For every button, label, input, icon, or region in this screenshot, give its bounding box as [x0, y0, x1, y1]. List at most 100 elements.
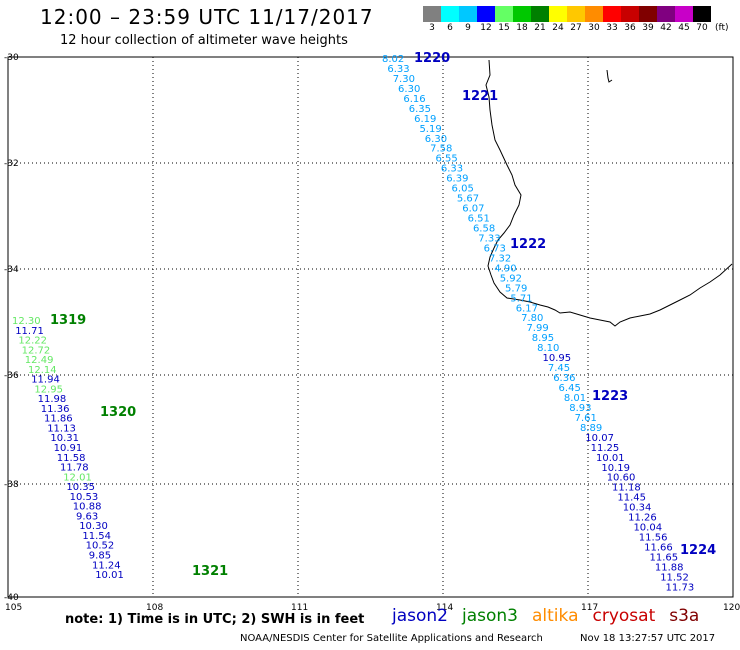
wave-height-value: 11.98: [38, 394, 67, 405]
color-scale-label: 42: [660, 23, 672, 33]
wave-height-value: 7.32: [489, 253, 511, 264]
color-scale-units: (ft): [715, 23, 729, 33]
color-scale-bar: [423, 6, 711, 22]
wave-height-value: 11.36: [41, 404, 70, 415]
color-scale-label: 9: [465, 23, 471, 33]
pass-number-label: 1221: [462, 89, 498, 104]
wave-height-value: 10.52: [86, 541, 115, 552]
latitude-label: -34: [4, 265, 19, 275]
wave-height-value: 12.14: [28, 365, 57, 376]
wave-height-value: 10.95: [543, 353, 572, 364]
wave-height-value: 12.72: [22, 345, 51, 356]
australia-coastline: [485, 59, 733, 327]
wave-height-value: 11.65: [650, 553, 679, 564]
wave-height-value: 11.18: [612, 483, 641, 494]
legend-s3a: s3a: [669, 606, 700, 626]
color-scale-swatch: [549, 6, 567, 22]
pass-number-label: 1319: [50, 313, 86, 328]
wave-height-value: 10.31: [50, 433, 79, 444]
wave-height-value: 10.60: [607, 473, 636, 484]
wave-height-value: 11.73: [666, 582, 695, 593]
wave-height-value: 11.54: [82, 531, 111, 542]
footer-note: note: 1) Time is in UTC; 2) SWH is in fe…: [65, 612, 365, 627]
wave-height-value: 10.35: [66, 482, 95, 493]
color-scale-label: 45: [678, 23, 690, 33]
wave-height-value: 11.25: [591, 443, 620, 454]
color-scale-label: 36: [624, 23, 636, 33]
color-scale-swatch: [513, 6, 531, 22]
legend-jason2: jason2: [392, 606, 448, 626]
wave-height-value: 10.19: [601, 463, 630, 474]
wave-height-value: 7.45: [548, 363, 570, 374]
wave-height-value: 11.45: [617, 493, 646, 504]
wave-height-value: 8.93: [569, 403, 591, 414]
wave-height-value: 10.07: [585, 433, 614, 444]
latitude-label: -40: [4, 593, 19, 603]
wave-height-value: 5.71: [510, 293, 532, 304]
color-scale-labels: 3 6 9 12 15 18 21 24 27 30 33 36 39 42 45 70: [423, 23, 711, 33]
altimeter-tracks: 8.026.337.306.306.166.356.195.196.307.58…: [12, 51, 716, 593]
wave-height-value: 7.33: [478, 233, 500, 244]
wave-height-value: 6.16: [403, 94, 425, 105]
wave-height-value: 6.39: [446, 174, 468, 185]
map-subtitle: 12 hour collection of altimeter wave hei…: [60, 33, 348, 48]
color-scale-label: 18: [516, 23, 528, 33]
map-border: [7, 56, 734, 598]
color-scale-swatch: [477, 6, 495, 22]
wave-height-value: 7.99: [526, 323, 548, 334]
wave-height-value: 10.91: [54, 443, 83, 454]
color-scale-swatch: [459, 6, 477, 22]
color-scale-swatch: [495, 6, 513, 22]
wave-height-value: 11.78: [60, 463, 89, 474]
wave-height-value: 11.52: [660, 572, 689, 583]
longitude-label: 111: [291, 603, 308, 613]
color-scale-label: 33: [606, 23, 618, 33]
legend-jason3: jason3: [462, 606, 518, 626]
longitude-label: 120: [723, 603, 740, 613]
wave-height-value: 6.51: [468, 214, 490, 225]
color-scale-label: 6: [447, 23, 453, 33]
wave-height-value: 7.58: [430, 144, 452, 155]
wave-height-value: 10.01: [95, 570, 124, 581]
wave-height-value: 5.67: [457, 194, 479, 205]
pass-number-label: 1223: [592, 389, 628, 404]
generated-timestamp: Nov 18 13:27:57 UTC 2017: [580, 633, 716, 644]
color-scale-swatch: [441, 6, 459, 22]
longitude-label: 105: [5, 603, 22, 613]
color-scale-label: 39: [642, 23, 654, 33]
wave-height-value: 6.19: [414, 114, 436, 125]
longitude-label: 108: [146, 603, 163, 613]
color-scale-swatch: [639, 6, 657, 22]
wave-height-value: 6.58: [473, 223, 495, 234]
wave-height-value: 5.19: [419, 124, 441, 135]
wave-height-value: 12.49: [25, 355, 54, 366]
wave-height-value: 10.01: [596, 453, 625, 464]
color-scale-swatch: [657, 6, 675, 22]
color-scale-label: 30: [588, 23, 600, 33]
color-scale-swatch: [603, 6, 621, 22]
wave-height-value: 10.53: [70, 492, 99, 503]
lat-lon-grid: 105 108 111 114 117 120 -30 -32 -34 -36 -38 -40: [4, 53, 740, 613]
color-scale-swatch: [693, 6, 711, 22]
color-scale-swatch: [675, 6, 693, 22]
wave-height-value: 9.85: [89, 550, 111, 561]
wave-height-value: 4.90: [494, 263, 516, 274]
color-scale-swatch: [621, 6, 639, 22]
wave-height-value: 12.95: [34, 384, 63, 395]
track-jason2: 8.026.337.306.306.166.356.195.196.307.58…: [382, 51, 716, 593]
wave-height-value: 11.86: [44, 414, 73, 425]
color-scale-label: 15: [498, 23, 510, 33]
wave-height-value: 6.73: [484, 243, 506, 254]
wave-height-value: 11.13: [47, 423, 76, 434]
wave-height-value: 6.35: [409, 104, 431, 115]
latitude-label: -30: [4, 53, 19, 63]
color-scale-label: 27: [570, 23, 582, 33]
wave-height-value: 10.30: [79, 521, 108, 532]
color-scale-label: 70: [696, 23, 708, 33]
wave-height-value: 6.30: [425, 134, 447, 145]
wave-height-value: 5.79: [505, 283, 527, 294]
wave-height-value: 8.89: [580, 423, 602, 434]
wave-height-value: 5.92: [500, 273, 522, 284]
pass-number-label: 1321: [192, 564, 228, 579]
wave-height-value: 6.33: [387, 64, 409, 75]
